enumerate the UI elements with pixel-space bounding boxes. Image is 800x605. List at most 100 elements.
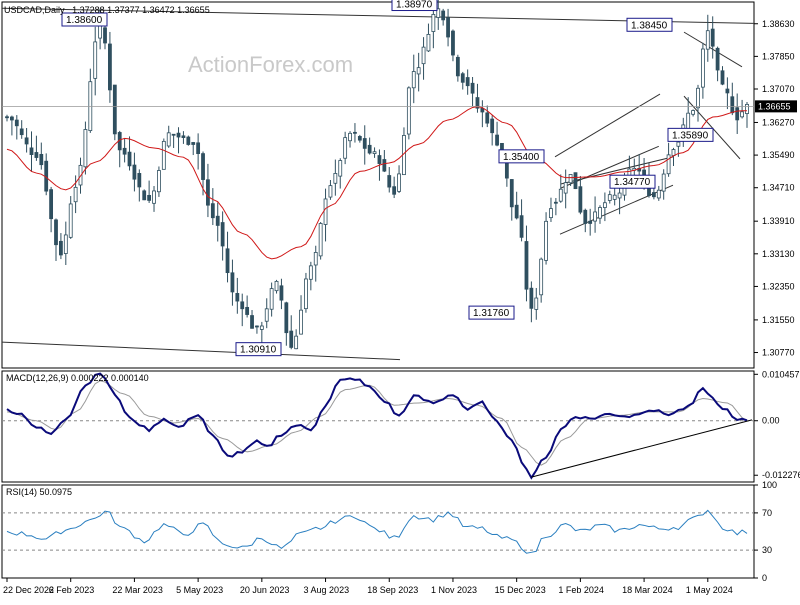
price-y-tick-label: 1.32350 (762, 281, 795, 291)
price-annotation-box (626, 17, 673, 32)
candle-body (34, 152, 39, 158)
channel-lower-line (559, 184, 674, 235)
price-annotation-box (391, 0, 438, 12)
candle-body (725, 88, 730, 94)
candle-body (225, 248, 230, 274)
candle-body (436, 8, 441, 18)
macd-y-tick-label: -0.012276 (762, 470, 800, 480)
price-y-tick-label: 1.33130 (762, 249, 795, 259)
x-axis-tick-label: 18 Sep 2023 (367, 585, 418, 595)
candle-body (465, 77, 470, 87)
moving-average-line (6, 106, 748, 260)
candle-body (514, 204, 519, 219)
price-annotation-label: 1.38600 (66, 15, 103, 26)
candle-body (59, 240, 63, 256)
candle-body (284, 302, 289, 334)
candle-body (382, 159, 387, 172)
candle-body (549, 208, 553, 219)
candle-body (29, 147, 34, 155)
candle-body (318, 223, 323, 257)
rsi-y-tick-label: 70 (762, 508, 772, 518)
candle-body (259, 325, 264, 330)
candle-body (617, 192, 622, 199)
candle-body (142, 190, 147, 201)
ohlc-values: 1.37288 1.37377 1.36472 1.36655 (72, 5, 210, 15)
rsi-line (6, 509, 748, 554)
candle-body (705, 30, 710, 50)
candle-body (304, 278, 308, 310)
candle-body (333, 173, 338, 184)
candle-body (696, 87, 700, 109)
candle-body (10, 116, 14, 121)
candle-body (328, 185, 333, 198)
lower-trendline (1, 341, 401, 361)
candle-body (206, 179, 210, 206)
candle-body (686, 112, 691, 130)
candle-body (269, 288, 274, 310)
candle-body (362, 138, 367, 149)
candle-body (122, 147, 127, 155)
candle-body (553, 201, 558, 204)
candle-body (323, 198, 328, 225)
candle-body (353, 131, 357, 134)
price-annotation-box (498, 149, 545, 164)
candle-body (656, 189, 661, 199)
candle-body (539, 258, 544, 296)
candle-body (421, 46, 426, 65)
price-header: USDCAD,Daily 1.37288 1.37377 1.36472 1.3… (4, 5, 210, 15)
price-annotation-box (667, 127, 714, 142)
candle-body (563, 182, 568, 194)
candle-body (490, 118, 495, 134)
candle-body (519, 215, 524, 238)
price-annotation-label: 1.30910 (240, 345, 277, 356)
candle-body (112, 84, 117, 135)
candle-body (651, 192, 656, 198)
candle-body (367, 144, 372, 154)
candle-body (210, 203, 215, 219)
rsi-y-tick-label: 30 (762, 545, 772, 555)
candle-body (166, 132, 171, 147)
macd-line (6, 372, 748, 480)
rsi-y-tick-label: 100 (762, 480, 777, 490)
x-axis-tick-label: 22 Mar 2023 (112, 585, 163, 595)
candle-body (230, 272, 235, 293)
candle-body (583, 209, 588, 224)
price-annotation-label: 1.35400 (503, 152, 540, 163)
macd-pane-frame (1, 370, 755, 483)
last-price-tag (755, 100, 797, 113)
candle-body (460, 73, 465, 83)
candle-body (372, 151, 377, 154)
candle-body (186, 136, 191, 145)
price-annotation-label: 1.34770 (614, 177, 651, 188)
candle-body (279, 285, 284, 301)
candle-body (558, 188, 563, 202)
candle-body (671, 149, 676, 157)
candle-body (5, 116, 9, 119)
candle-body (411, 71, 416, 89)
x-axis-tick-label: 1 May 2024 (686, 585, 733, 595)
candle-body (377, 155, 382, 164)
candle-body (612, 194, 617, 200)
x-axis-tick-label: 1 Nov 2023 (431, 585, 477, 595)
x-axis-tick-label: 22 Dec 2022 (3, 585, 54, 595)
price-y-tick-label: 1.38630 (762, 19, 795, 29)
candle-body (83, 129, 88, 168)
candle-body (73, 186, 78, 203)
candle-body (68, 203, 73, 238)
candle-body (289, 330, 294, 348)
x-axis-tick-label: 15 Dec 2023 (495, 585, 546, 595)
candle-body (250, 315, 254, 329)
candle-body (602, 202, 607, 208)
price-annotation-box (609, 174, 656, 189)
candle-body (108, 43, 112, 91)
candle-body (343, 137, 348, 159)
candle-body (220, 222, 225, 247)
price-annotation-label: 1.35890 (672, 130, 709, 141)
candle-body (191, 142, 196, 145)
candle-body (176, 132, 181, 138)
price-annotation-label: 1.31760 (473, 308, 510, 319)
candle-body (607, 194, 612, 201)
channel-upper-line (554, 93, 661, 158)
x-axis-tick-label: 1 Feb 2024 (558, 585, 604, 595)
